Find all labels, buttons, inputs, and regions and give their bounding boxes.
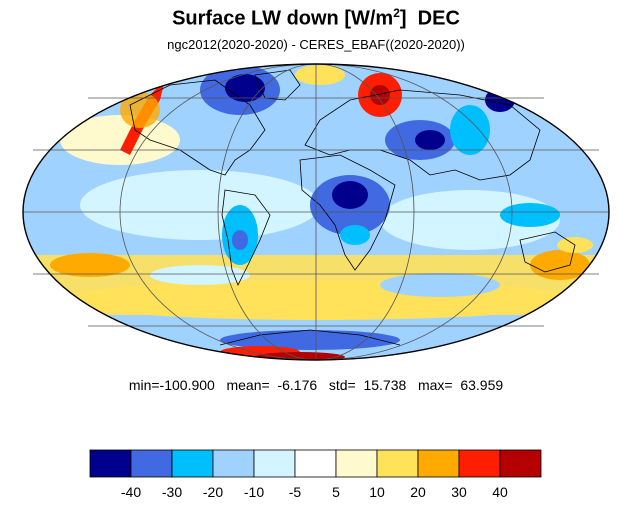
colorbar-tick-label: -5 — [289, 484, 302, 500]
colorbar-box — [89, 449, 132, 478]
colorbar-tick-label: 30 — [451, 484, 467, 500]
field-patch — [485, 88, 515, 112]
colorbar-tick-label: -20 — [203, 484, 223, 500]
field-patch — [50, 253, 130, 277]
field-patch — [220, 330, 400, 350]
colorbar-tick-label: -40 — [121, 484, 141, 500]
field-patch — [225, 74, 265, 102]
colorbar-box — [212, 449, 255, 478]
field-patch — [380, 273, 500, 297]
field-patch — [255, 352, 345, 360]
globe-outline — [22, 63, 610, 361]
coast-south-america — [221, 189, 271, 286]
field-patch — [150, 265, 250, 285]
coast-africa — [299, 154, 396, 271]
field-patch — [60, 115, 180, 165]
colorbar-tick-label: 10 — [369, 484, 385, 500]
coast-north-america — [129, 79, 266, 176]
colorbar-box — [253, 449, 296, 478]
field-patch — [500, 203, 560, 227]
colorbar-box — [171, 449, 214, 478]
colorbar-box — [417, 449, 460, 478]
plot-title: Surface LW down [W/m2] DEC — [0, 6, 632, 31]
title-superscript: 2 — [393, 6, 400, 20]
field-patch — [80, 170, 320, 240]
field-patch — [340, 225, 370, 245]
colorbar-box — [335, 449, 378, 478]
coast-greenland — [254, 69, 301, 101]
field-patch — [370, 85, 390, 105]
colorbar: -40 -30 -20 -10 -5 5 10 20 30 40 — [89, 449, 542, 500]
colorbar-tick-label: -30 — [162, 484, 182, 500]
field-patch — [530, 250, 590, 280]
colorbar-box — [294, 449, 337, 478]
stats-line: min=-100.900 mean= -6.176 std= 15.738 ma… — [128, 377, 504, 393]
colorbar-tick-label: 20 — [410, 484, 426, 500]
field-patch — [332, 181, 368, 209]
plot-subtitle: ngc2012(2020-2020) - CERES_EBAF((2020-20… — [167, 37, 465, 52]
colorbar-box — [499, 449, 542, 478]
colorbar-boxes — [89, 449, 542, 478]
coast-australia — [519, 231, 576, 273]
field-patch — [232, 230, 248, 250]
title-main: Surface LW down [W/m — [172, 7, 394, 30]
title-end: ] DEC — [399, 7, 460, 30]
mollweide-map — [22, 63, 610, 361]
colorbar-tick-label: -10 — [244, 484, 264, 500]
field-patch — [295, 65, 345, 85]
colorbar-labels: -40 -30 -20 -10 -5 5 10 20 30 40 — [121, 484, 508, 500]
colorbar-box — [376, 449, 419, 478]
colorbar-tick-label: 40 — [492, 484, 508, 500]
field-patch — [450, 105, 490, 155]
colorbar-box — [458, 449, 501, 478]
colorbar-tick-label: 5 — [332, 484, 340, 500]
field-patch — [120, 92, 160, 128]
coast-antarctica — [219, 329, 401, 346]
field-patch — [415, 130, 445, 150]
field-patch — [60, 280, 580, 320]
colorbar-box — [130, 449, 173, 478]
